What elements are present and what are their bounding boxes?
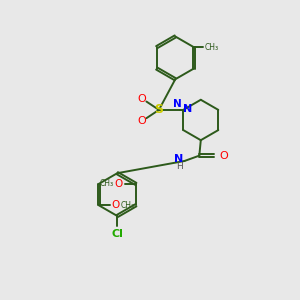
- Text: CH₃: CH₃: [100, 179, 114, 188]
- Text: O: O: [115, 179, 123, 189]
- Text: N: N: [183, 104, 193, 114]
- Text: H: H: [176, 162, 183, 171]
- Text: N: N: [174, 154, 183, 164]
- Text: O: O: [137, 116, 146, 126]
- Text: CH₃: CH₃: [205, 43, 219, 52]
- Text: S: S: [154, 103, 164, 116]
- Text: Cl: Cl: [111, 229, 123, 239]
- Text: O: O: [112, 200, 120, 210]
- Text: N: N: [173, 99, 182, 109]
- Text: CH₃: CH₃: [121, 201, 135, 210]
- Text: O: O: [137, 94, 146, 104]
- Text: O: O: [219, 151, 228, 160]
